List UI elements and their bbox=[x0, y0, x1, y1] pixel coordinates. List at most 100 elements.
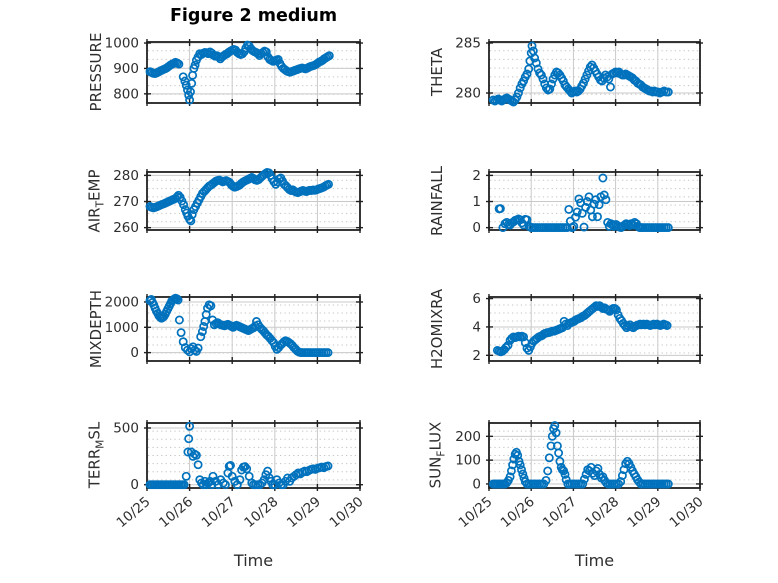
theta-plot-canvas: 280 285 bbox=[455, 36, 703, 107]
data-point-marker bbox=[512, 92, 522, 102]
data-point-marker bbox=[614, 479, 624, 489]
subplot-terr-msl: 0 500 10/25 10/26 10/27 10/28 10/29 10/30 Time bbox=[113, 420, 367, 570]
data-point-marker bbox=[663, 223, 673, 233]
y-tick-label: 0 bbox=[472, 220, 481, 236]
air_temp-plot-canvas: 260 270 280 bbox=[113, 168, 363, 236]
axes-border bbox=[146, 296, 361, 362]
data-point-marker bbox=[601, 195, 611, 205]
data-markers bbox=[488, 41, 673, 107]
subplot-air-temp: 260 270 280 bbox=[113, 168, 363, 236]
data-point-marker bbox=[599, 190, 609, 200]
data-point-marker bbox=[598, 173, 608, 183]
data-point-marker bbox=[174, 59, 184, 69]
data-point-marker bbox=[181, 80, 191, 90]
data-point-marker bbox=[578, 479, 588, 489]
x-tick-label: 10/30 bbox=[666, 494, 706, 531]
axes-border bbox=[488, 296, 701, 362]
data-point-marker bbox=[554, 448, 564, 458]
data-point-marker bbox=[530, 53, 540, 63]
data-point-marker bbox=[589, 199, 599, 209]
x-tick-label: 10/29 bbox=[624, 494, 664, 531]
data-point-marker bbox=[571, 212, 580, 222]
data-point-marker bbox=[503, 340, 513, 350]
data-point-marker bbox=[587, 212, 597, 222]
data-point-marker bbox=[176, 328, 186, 338]
data-point-marker bbox=[569, 221, 579, 231]
y-tick-label: 100 bbox=[455, 453, 481, 469]
data-point-marker bbox=[191, 450, 201, 460]
data-point-marker bbox=[199, 322, 209, 331]
data-point-marker bbox=[226, 460, 235, 470]
y-tick-label: 285 bbox=[455, 36, 481, 52]
sun_flux-plot-canvas: 0 100 200 10/25 10/26 10/27 10/28 10/29 10/30 Tim… bbox=[455, 420, 707, 570]
x-axis-label: Time bbox=[233, 551, 273, 570]
tick-marks bbox=[486, 39, 703, 106]
y-tick-labels: 0 100 200 bbox=[455, 429, 481, 493]
data-point-marker bbox=[187, 210, 197, 220]
data-point-marker bbox=[323, 348, 333, 358]
y-tick-labels: 0 1 2 bbox=[472, 168, 481, 236]
ylabel-air-temp: AIRTEMP bbox=[85, 169, 107, 233]
data-point-marker bbox=[185, 214, 195, 224]
tick-marks bbox=[486, 294, 703, 364]
data-point-marker bbox=[193, 343, 203, 353]
x-tick-label: 10/27 bbox=[540, 494, 580, 531]
data-point-marker bbox=[179, 480, 189, 490]
subplot-sun-flux: 0 100 200 10/25 10/26 10/27 10/28 10/29 10/30 Tim… bbox=[455, 420, 707, 570]
data-point-marker bbox=[538, 74, 548, 84]
data-point-marker bbox=[517, 465, 526, 475]
minor-grid bbox=[148, 430, 359, 481]
y-tick-labels: 2 4 6 bbox=[472, 291, 481, 364]
data-point-marker bbox=[179, 200, 189, 210]
data-point-marker bbox=[186, 87, 195, 97]
data-point-marker bbox=[174, 315, 184, 325]
data-point-marker bbox=[324, 179, 333, 189]
y-tick-label: 800 bbox=[113, 86, 139, 102]
data-markers bbox=[145, 168, 333, 226]
y-tick-label: 1000 bbox=[105, 320, 139, 336]
data-point-marker bbox=[606, 82, 615, 92]
x-tick-label: 10/25 bbox=[113, 494, 153, 531]
y-tick-label: 6 bbox=[472, 291, 481, 307]
data-point-marker bbox=[235, 475, 245, 485]
data-point-marker bbox=[594, 200, 604, 210]
subplot-rainfall: 0 1 2 bbox=[472, 168, 703, 236]
data-point-marker bbox=[255, 480, 265, 490]
x-tick-label: 10/26 bbox=[498, 494, 538, 531]
y-tick-label: 280 bbox=[455, 86, 481, 102]
data-point-marker bbox=[193, 460, 203, 470]
ylabel-sun-flux: SUNFLUX bbox=[426, 421, 448, 489]
data-markers bbox=[492, 301, 672, 357]
data-point-marker bbox=[172, 294, 182, 304]
data-markers bbox=[145, 40, 334, 105]
data-point-marker bbox=[572, 207, 582, 217]
y-tick-labels: 0 500 bbox=[113, 420, 139, 493]
axes-border bbox=[488, 422, 701, 489]
y-tick-labels: 280 285 bbox=[455, 36, 481, 102]
y-tick-labels: 260 270 280 bbox=[113, 168, 139, 236]
data-point-marker bbox=[524, 64, 534, 74]
data-point-marker bbox=[514, 88, 523, 98]
data-point-marker bbox=[258, 47, 268, 57]
data-point-marker bbox=[206, 301, 216, 311]
data-point-marker bbox=[185, 421, 195, 431]
ylabel-mixdepth: MIXDEPTH bbox=[87, 289, 105, 369]
axes-border bbox=[488, 41, 701, 104]
x-tick-label: 10/26 bbox=[156, 494, 196, 531]
data-point-marker bbox=[555, 456, 565, 466]
data-point-marker bbox=[617, 471, 627, 481]
mixdepth-plot-canvas: 0 1000 2000 bbox=[105, 293, 363, 364]
x-tick-label: 10/28 bbox=[582, 494, 622, 531]
figure-title: Figure 2 medium bbox=[169, 6, 338, 26]
y-tick-label: 2 bbox=[472, 168, 481, 184]
data-point-marker bbox=[505, 472, 515, 482]
ylabel-rainfall: RAINFALL bbox=[428, 166, 446, 236]
data-markers bbox=[145, 293, 333, 358]
data-point-marker bbox=[544, 453, 554, 463]
data-point-marker bbox=[173, 295, 183, 305]
data-point-marker bbox=[551, 428, 561, 438]
data-point-marker bbox=[543, 466, 553, 476]
data-point-marker bbox=[515, 460, 525, 470]
y-tick-labels: 800 900 1000 bbox=[105, 36, 139, 103]
